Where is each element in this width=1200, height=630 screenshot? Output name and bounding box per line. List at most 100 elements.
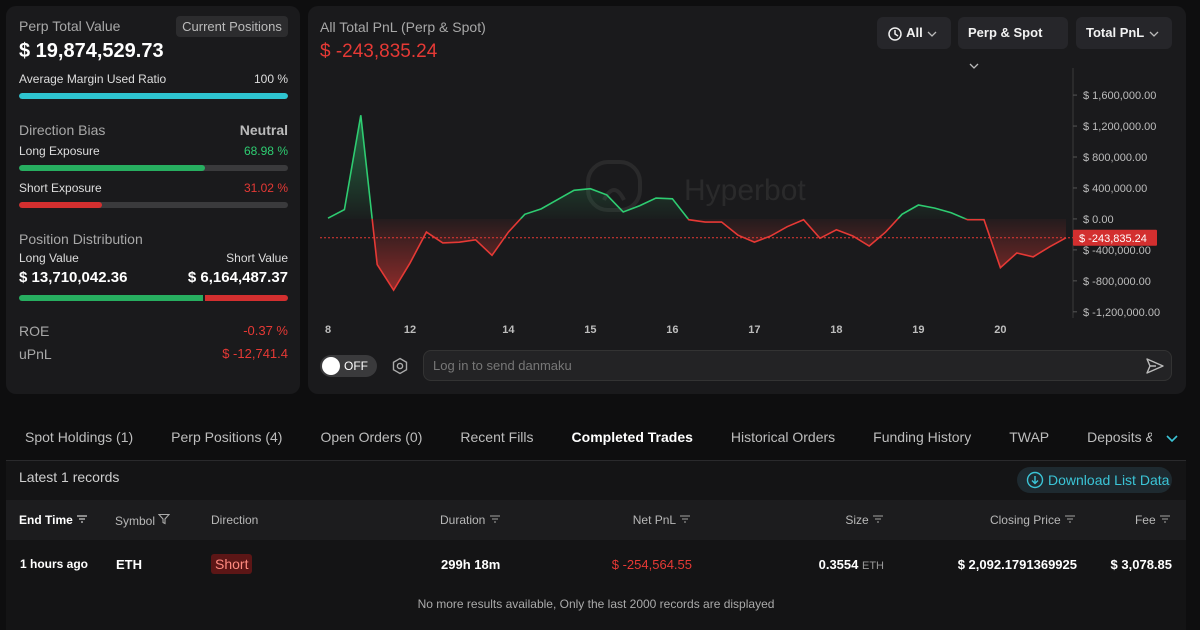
value: 31.02 % — [243, 181, 288, 195]
label: Position Distribution — [19, 231, 143, 247]
x-tick-label: 12 — [404, 324, 416, 336]
sort-icon — [489, 515, 500, 523]
cell: $ 2,092.1791369925 — [957, 557, 1077, 572]
clock-icon — [888, 26, 902, 41]
metric-dropdown[interactable]: Total PnL — [1076, 17, 1172, 49]
tab-bar: Spot Holdings (1) Perp Positions (4) Open … — [6, 416, 1152, 461]
x-tick-label: 15 — [584, 324, 596, 336]
column-header: Direction — [211, 513, 259, 527]
label: Perp Total Value — [19, 18, 121, 34]
tab[interactable]: Open Orders (0) — [320, 429, 423, 445]
cell: 1 hours ago — [20, 557, 89, 571]
market-dropdown[interactable]: Perp & Spot — [958, 17, 1068, 69]
size-unit: ETH — [862, 560, 884, 572]
bar — [19, 295, 204, 301]
chart-title: All Total PnL (Perp & Spot) — [320, 19, 486, 35]
y-tick-label: $ -800,000.00 — [1083, 276, 1151, 288]
column-header[interactable]: Fee — [1135, 513, 1171, 527]
column-header[interactable]: Duration — [440, 513, 501, 527]
column-title: Size — [845, 513, 869, 527]
value: $ 13,710,042.36 — [19, 269, 128, 286]
tab[interactable]: Recent Fills — [460, 429, 534, 445]
tab[interactable]: Deposits & Withdrawals — [1087, 429, 1152, 445]
label: Short Value — [226, 251, 288, 265]
x-tick-label: 17 — [748, 324, 760, 336]
line-positive — [327, 115, 985, 219]
bar — [205, 295, 288, 301]
x-tick-label: 18 — [830, 324, 842, 336]
divider — [6, 460, 1186, 461]
toggle-label: OFF — [344, 359, 368, 373]
label: Average Margin Used Ratio — [19, 72, 167, 86]
bar-track — [19, 165, 288, 171]
column-title: Duration — [440, 513, 486, 527]
column-header[interactable]: Size — [845, 513, 884, 527]
label: Long Value — [19, 251, 79, 265]
column-title: End Time — [19, 513, 73, 527]
range-dropdown[interactable]: All — [877, 17, 951, 49]
pnl-chart: Hyperbot $ 1,600,000.00 $ 1,200,000.00 $ 8… — [320, 68, 1160, 336]
sort-icon — [77, 515, 88, 523]
dropdown-label: All — [906, 25, 923, 40]
tab[interactable]: Historical Orders — [730, 429, 836, 445]
tab[interactable]: Perp Positions (4) — [171, 429, 283, 445]
x-tick-label: 19 — [912, 324, 924, 336]
y-tick-label: $ 1,600,000.00 — [1083, 90, 1156, 102]
records-panel — [6, 461, 1186, 630]
column-title: Fee — [1134, 513, 1156, 527]
label: Short Exposure — [19, 181, 102, 195]
cell: 299h 18m — [441, 557, 501, 572]
table-header — [6, 500, 1186, 540]
tab[interactable]: TWAP — [1009, 429, 1050, 445]
footer-note: No more results available, Only the last… — [417, 597, 775, 611]
chevron — [1149, 31, 1159, 37]
watermark-text: Hyperbot — [684, 174, 806, 207]
column-title: Net PnL — [632, 513, 676, 527]
value: 100 % — [253, 72, 288, 86]
column-header[interactable]: Net PnL — [633, 513, 691, 527]
danmaku-toggle[interactable]: OFF — [320, 355, 377, 377]
danmaku-input[interactable]: Log in to send danmaku — [423, 350, 1172, 381]
label: Direction Bias — [19, 122, 106, 138]
download-icon — [1026, 471, 1044, 489]
toggle-knob — [322, 357, 340, 375]
tab[interactable]: Spot Holdings (1) — [25, 429, 134, 445]
tab[interactable]: Completed Trades — [552, 416, 712, 461]
y-tick-label: $ 800,000.00 — [1083, 152, 1147, 164]
sort-icon — [1160, 515, 1170, 523]
bar — [19, 165, 205, 171]
column-title: Closing Price — [989, 513, 1061, 527]
tabs-more[interactable] — [1164, 430, 1180, 446]
column-title: Symbol — [115, 514, 156, 528]
distribution-bar — [19, 295, 288, 301]
chevron — [969, 63, 979, 69]
y-tick-label: $ 0.00 — [1083, 214, 1114, 226]
area-negative — [328, 218, 1066, 291]
current-positions-badge[interactable]: Current Positions — [176, 16, 288, 37]
dropdown-label: Total PnL — [1086, 25, 1145, 40]
label: Long Exposure — [19, 144, 100, 158]
cell: $ 3,078.85 — [1110, 557, 1172, 572]
dropdown-label: Perp & Spot — [968, 25, 1043, 40]
cell: ETH — [116, 557, 142, 572]
x-tick-label: 8 — [325, 324, 331, 336]
column-header[interactable]: Closing Price — [990, 513, 1076, 527]
column-header[interactable]: Symbol — [115, 513, 171, 528]
chevron — [927, 31, 937, 37]
label: uPnL — [19, 346, 52, 362]
download-button[interactable]: Download List Data — [1017, 467, 1172, 493]
watermark: Hyperbot — [586, 160, 806, 212]
value: 68.98 % — [243, 144, 288, 158]
column-header[interactable]: End Time — [19, 513, 88, 527]
value: -0.37 % — [243, 323, 288, 338]
bar — [19, 202, 103, 208]
y-tick-label: $ 1,200,000.00 — [1083, 121, 1156, 133]
size-value: 0.3554 — [818, 557, 859, 572]
settings-icon[interactable] — [391, 357, 409, 375]
filter-icon — [158, 513, 171, 525]
tab[interactable]: Funding History — [873, 429, 972, 445]
send-icon[interactable] — [1145, 356, 1165, 376]
sort-icon — [680, 515, 690, 523]
label: ROE — [19, 323, 50, 339]
